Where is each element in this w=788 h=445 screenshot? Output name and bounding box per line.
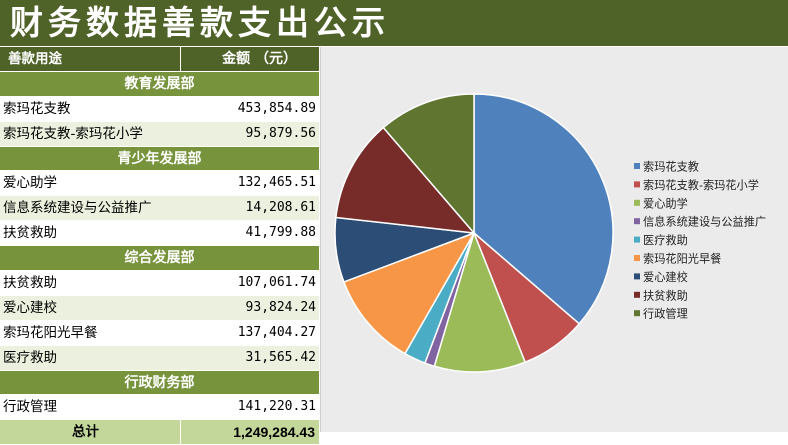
row-purpose: 信息系统建设与公益推广: [3, 200, 152, 217]
section-header: 综合发展部: [0, 246, 319, 272]
table-row: 医疗救助 31,565.42: [0, 345, 319, 371]
header-amount: 金额 （元）: [222, 51, 297, 67]
row-purpose: 扶贫救助: [3, 275, 57, 292]
row-amount: 107,061.74: [237, 275, 316, 291]
legend-swatch: [634, 310, 640, 317]
page-title: 财务数据善款支出公示: [10, 3, 390, 42]
legend-label: 扶贫救助: [643, 288, 688, 302]
legend-swatch: [634, 273, 640, 280]
table-row: 索玛花支教-索玛花小学 95,879.56: [0, 121, 319, 147]
legend-swatch: [634, 236, 640, 243]
table-row: 扶贫救助 41,799.88: [0, 221, 319, 247]
section-header: 青少年发展部: [0, 146, 319, 172]
legend-swatch: [634, 255, 640, 261]
legend-swatch: [634, 291, 640, 298]
legend-swatch: [634, 199, 640, 206]
row-amount: 14,208.61: [245, 200, 316, 216]
legend-swatch: [634, 163, 640, 169]
pie-slice: [335, 126, 476, 234]
total-label: 总计: [72, 424, 99, 441]
pie-slice: [382, 93, 475, 236]
pie-chart: 索玛花支教索玛花支教-索玛花小学爱心助学信息系统建设与公益推广医疗救助索玛花阳光…: [334, 93, 766, 373]
row-purpose: 爱心助学: [3, 175, 57, 192]
row-amount: 41,799.88: [245, 225, 316, 241]
row-amount: 31,565.42: [245, 349, 316, 365]
section-header: 行政财务部: [0, 370, 319, 396]
pie-slice: [342, 231, 476, 355]
table-header: 善款用途 金额 （元）: [0, 47, 319, 72]
table-row: 行政管理 141,220.31: [0, 395, 319, 421]
row-amount: 137,404.27: [237, 324, 316, 340]
table-row: 扶贫救助 107,061.74: [0, 271, 319, 296]
legend-label: 索玛花支教-索玛花小学: [643, 178, 759, 192]
legend-label: 爱心建校: [643, 270, 688, 284]
table-row: 爱心助学 132,465.51: [0, 171, 319, 197]
title-bar: 财务数据善款支出公示: [0, 0, 788, 46]
pie-chart-area: 索玛花支教索玛花支教-索玛花小学 爱心助学信息系统建设与公益推广 医疗救助索玛花阳光…: [320, 47, 788, 432]
pie-slice: [433, 230, 527, 373]
row-purpose: 扶贫救助: [3, 225, 57, 242]
row-purpose: 爱心建校: [3, 299, 57, 316]
section-header: 教育发展部: [0, 71, 319, 97]
row-amount: 453,854.89: [237, 100, 316, 116]
legend-label: 爱心助学: [643, 196, 688, 210]
legend-swatch: [634, 218, 640, 225]
table-row: 索玛花支教 453,854.89: [0, 96, 319, 122]
table-row: 索玛花阳光早餐 137,404.27: [0, 320, 319, 346]
row-purpose: 索玛花支教-索玛花小学: [3, 125, 143, 142]
header-divider: [180, 47, 181, 71]
legend-label: 行政管理: [643, 307, 688, 321]
legend-label: 索玛花支教: [643, 160, 699, 174]
row-purpose: 索玛花支教: [3, 100, 71, 117]
row-purpose: 索玛花阳光早餐: [3, 324, 98, 341]
header-purpose: 善款用途: [8, 51, 62, 67]
expense-table: 善款用途 金额 （元） 教育发展部索玛花支教 453,854.89 索玛花支教-索玛花小…: [0, 47, 319, 445]
row-amount: 95,879.56: [245, 125, 316, 141]
legend-swatch: [634, 181, 640, 188]
legend-label: 信息系统建设与公益推广: [643, 215, 766, 229]
table-row: 信息系统建设与公益推广 14,208.61: [0, 196, 319, 222]
pie-slice: [473, 93, 614, 325]
row-amount: 93,824.24: [245, 299, 316, 315]
row-purpose: 行政管理: [3, 399, 57, 416]
total-divider: [180, 420, 181, 445]
total-row: 总计 1,249,284.43: [0, 420, 319, 445]
legend-label: 索玛花阳光早餐: [643, 252, 721, 266]
row-amount: 132,465.51: [237, 175, 316, 191]
total-amount: 1,249,284.43: [233, 424, 315, 441]
legend-label: 医疗救助: [643, 233, 688, 247]
row-purpose: 医疗救助: [3, 349, 57, 366]
row-amount: 141,220.31: [237, 399, 316, 415]
table-row: 爱心建校 93,824.24: [0, 295, 319, 321]
